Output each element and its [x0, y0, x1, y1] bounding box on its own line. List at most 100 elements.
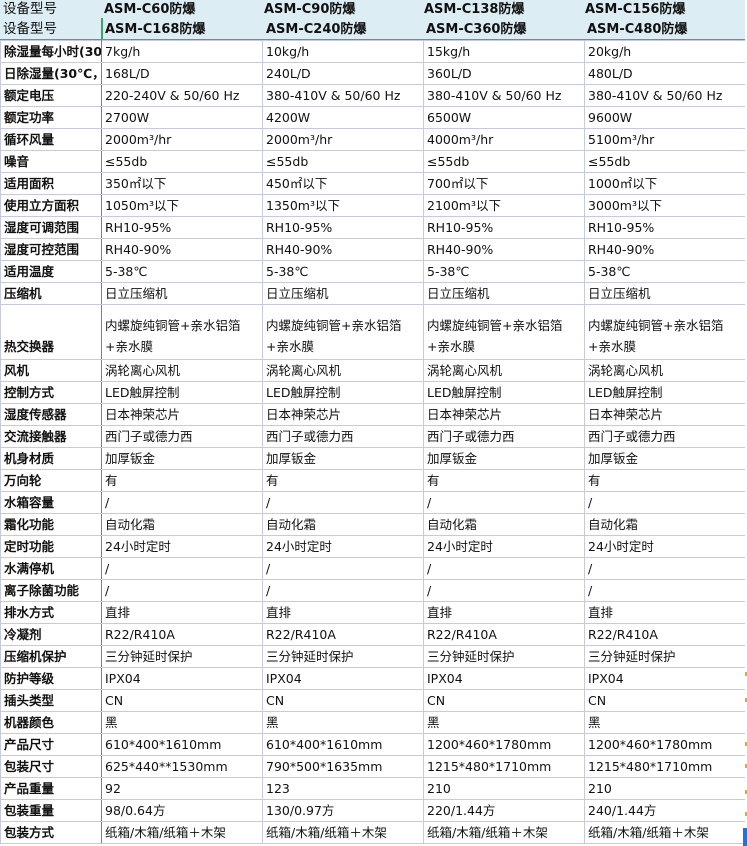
spec-value[interactable]: 日本神荣芯片: [584, 403, 746, 426]
spec-label[interactable]: 湿度传感器: [0, 403, 102, 426]
spec-value[interactable]: 纸箱/木箱/纸箱＋木架: [423, 821, 585, 844]
spec-value[interactable]: 加厚钣金: [101, 447, 263, 470]
spec-value[interactable]: ≤55db: [584, 150, 746, 173]
spec-value[interactable]: 黑: [101, 711, 263, 734]
scrollbar-corner[interactable]: [743, 828, 747, 846]
spec-value[interactable]: 三分钟延时保护: [101, 645, 263, 668]
spec-label[interactable]: 额定功率: [0, 106, 102, 129]
spec-value[interactable]: 日立压缩机: [584, 282, 746, 305]
spec-value[interactable]: /: [262, 557, 424, 580]
spec-value[interactable]: /: [584, 557, 746, 580]
spec-value[interactable]: 西门子或德力西: [423, 425, 585, 448]
spec-value[interactable]: 123: [262, 777, 424, 800]
spec-label[interactable]: 冷凝剂: [0, 623, 102, 646]
spec-value[interactable]: LED触屏控制: [262, 381, 424, 404]
spec-value[interactable]: 直排: [423, 601, 585, 624]
spec-value[interactable]: 日立压缩机: [423, 282, 585, 305]
spec-label[interactable]: 排水方式: [0, 601, 102, 624]
spec-label[interactable]: 适用温度: [0, 260, 102, 283]
spec-label[interactable]: 水满停机: [0, 557, 102, 580]
spec-value[interactable]: 直排: [101, 601, 263, 624]
spec-value[interactable]: 涡轮离心风机: [584, 359, 746, 382]
spec-label[interactable]: 除湿量每小时(30: [0, 40, 102, 63]
spec-value[interactable]: 黑: [423, 711, 585, 734]
spec-value[interactable]: 2700W: [101, 106, 263, 129]
spec-value[interactable]: RH10-95%: [262, 216, 424, 239]
spec-label[interactable]: 使用立方面积: [0, 194, 102, 217]
spec-value[interactable]: 加厚钣金: [423, 447, 585, 470]
spec-value[interactable]: /: [584, 579, 746, 602]
spec-value[interactable]: 24小时定时: [584, 535, 746, 558]
spec-value[interactable]: 700㎡以下: [423, 172, 585, 195]
spec-value[interactable]: CN: [262, 689, 424, 712]
spec-value[interactable]: 加厚钣金: [584, 447, 746, 470]
spec-value[interactable]: IPX04: [423, 667, 585, 690]
spec-value[interactable]: 4000m³/hr: [423, 128, 585, 151]
spec-value[interactable]: 240L/D: [262, 62, 424, 85]
spec-value[interactable]: LED触屏控制: [101, 381, 263, 404]
spec-value[interactable]: 20kg/h: [584, 40, 746, 63]
spec-value[interactable]: 210: [423, 777, 585, 800]
spec-value[interactable]: 6500W: [423, 106, 585, 129]
spec-value[interactable]: 日立压缩机: [262, 282, 424, 305]
spec-value[interactable]: 5-38℃: [584, 260, 746, 283]
spec-value[interactable]: RH40-90%: [101, 238, 263, 261]
spec-value[interactable]: 1050m³以下: [101, 194, 263, 217]
spec-value[interactable]: 610*400*1610mm: [101, 733, 263, 756]
spec-label[interactable]: 防护等级: [0, 667, 102, 690]
spec-value[interactable]: 450㎡以下: [262, 172, 424, 195]
spec-value[interactable]: 涡轮离心风机: [262, 359, 424, 382]
spec-label[interactable]: 产品尺寸: [0, 733, 102, 756]
spec-value[interactable]: 5-38℃: [101, 260, 263, 283]
spec-value[interactable]: 三分钟延时保护: [584, 645, 746, 668]
spec-value[interactable]: 220-240V & 50/60 Hz: [101, 84, 263, 107]
spec-value[interactable]: 纸箱/木箱/纸箱＋木架: [262, 821, 424, 844]
spec-label[interactable]: 控制方式: [0, 381, 102, 404]
spec-value[interactable]: ≤55db: [262, 150, 424, 173]
spec-label[interactable]: 产品重量: [0, 777, 102, 800]
spec-value[interactable]: 日本神荣芯片: [262, 403, 424, 426]
spec-value[interactable]: 涡轮离心风机: [101, 359, 263, 382]
spec-value[interactable]: /: [423, 557, 585, 580]
spec-value[interactable]: IPX04: [101, 667, 263, 690]
spec-value[interactable]: LED触屏控制: [423, 381, 585, 404]
spec-value[interactable]: 350㎡以下: [101, 172, 263, 195]
spec-value[interactable]: R22/R410A: [262, 623, 424, 646]
spec-value[interactable]: 168L/D: [101, 62, 263, 85]
spec-label[interactable]: 压缩机: [0, 282, 102, 305]
spec-value[interactable]: RH40-90%: [584, 238, 746, 261]
spec-value[interactable]: 有: [423, 469, 585, 492]
spec-value[interactable]: R22/R410A: [101, 623, 263, 646]
spec-label[interactable]: 适用面积: [0, 172, 102, 195]
spec-label[interactable]: 包装尺寸: [0, 755, 102, 778]
spec-value[interactable]: 日本神荣芯片: [423, 403, 585, 426]
spec-value[interactable]: 1215*480*1710mm: [584, 755, 746, 778]
spec-value[interactable]: 10kg/h: [262, 40, 424, 63]
spec-value[interactable]: 自动化霜: [423, 513, 585, 536]
spec-value[interactable]: RH10-95%: [101, 216, 263, 239]
spec-value[interactable]: 210: [584, 777, 746, 800]
spec-value[interactable]: 直排: [262, 601, 424, 624]
spec-value[interactable]: RH40-90%: [423, 238, 585, 261]
spec-label[interactable]: 日除湿量(30℃，: [0, 62, 102, 85]
spec-value[interactable]: R22/R410A: [423, 623, 585, 646]
spec-value[interactable]: /: [101, 491, 263, 514]
spec-value[interactable]: CN: [423, 689, 585, 712]
spec-value[interactable]: 2100m³以下: [423, 194, 585, 217]
spec-value[interactable]: 24小时定时: [423, 535, 585, 558]
spec-value[interactable]: 日本神荣芯片: [101, 403, 263, 426]
spec-value[interactable]: 1200*460*1780mm: [423, 733, 585, 756]
spec-value[interactable]: 7kg/h: [101, 40, 263, 63]
spec-value[interactable]: 130/0.97方: [262, 799, 424, 822]
spec-value[interactable]: ≤55db: [101, 150, 263, 173]
spec-label[interactable]: 万向轮: [0, 469, 102, 492]
spec-value[interactable]: 2000m³/hr: [101, 128, 263, 151]
spec-value[interactable]: R22/R410A: [584, 623, 746, 646]
spec-value[interactable]: 西门子或德力西: [262, 425, 424, 448]
spec-label[interactable]: 湿度可调范围: [0, 216, 102, 239]
spec-value[interactable]: 4200W: [262, 106, 424, 129]
spec-value[interactable]: 220/1.44方: [423, 799, 585, 822]
spec-value[interactable]: 2000m³/hr: [262, 128, 424, 151]
spec-value[interactable]: /: [423, 579, 585, 602]
spec-value[interactable]: 1200*460*1780mm: [584, 733, 746, 756]
